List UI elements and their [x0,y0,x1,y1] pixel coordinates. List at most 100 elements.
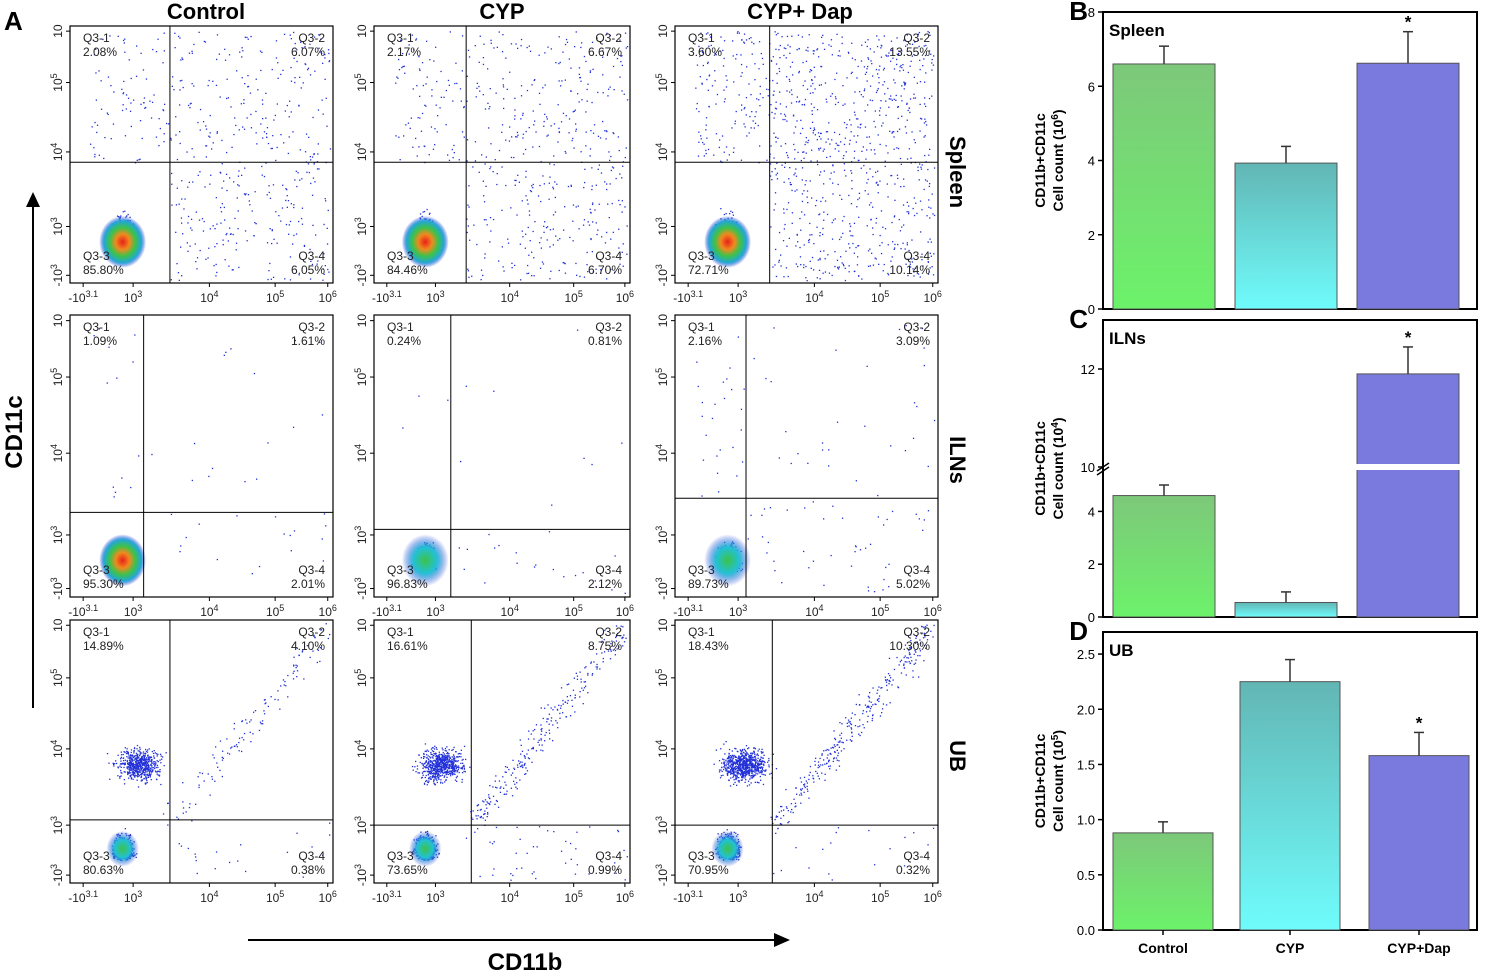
y-tick-label-exp: 3 [353,264,363,269]
event-dot [225,351,227,353]
event-dot [927,168,929,171]
event-dot [472,166,474,168]
event-dot [784,162,786,164]
event-dot [814,134,816,136]
x-tick-label-base: 10 [500,291,514,305]
event-dot [705,124,707,126]
event-dot [720,36,722,38]
event-dot [778,67,780,70]
event-dot [813,269,815,271]
event-dot [249,204,251,206]
event-dot [516,214,518,216]
event-dot [180,59,182,61]
event-dot [550,48,552,50]
event-dot [894,82,896,84]
event-dot [924,118,926,120]
event-dot [806,190,809,192]
event-dot [896,63,898,66]
event-dot [395,135,397,137]
event-dot [775,63,778,65]
event-dot [581,99,583,101]
event-dot [106,382,108,384]
event-dot [301,178,303,180]
event-dot [929,217,931,219]
event-dot [741,104,743,106]
event-dot [489,241,491,243]
event-dot [100,108,103,110]
quadrant-name-q3: Q3-3 [387,249,414,263]
y-tick-label: 10 [355,24,369,38]
x-tick-label: 106 [924,289,942,305]
event-dot [190,102,192,104]
event-dot [245,193,247,195]
event-dot [207,257,209,259]
event-dot [812,50,814,52]
event-dot [102,38,104,41]
event-dot [514,115,516,117]
event-dot [834,78,836,81]
event-dot [610,169,612,172]
event-dot [786,35,789,38]
event-dot [767,95,769,97]
event-dot [795,101,798,103]
quadrant-value-q2: 6.07% [291,45,325,59]
event-dot [878,39,880,41]
event-dot [564,263,566,265]
event-dot [787,156,789,159]
event-dot [522,133,525,135]
event-dot [837,101,839,104]
event-dot [749,115,751,118]
event-dot [896,130,899,133]
event-dot [867,250,870,252]
event-dot [553,123,556,125]
event-dot [882,226,884,228]
event-dot [780,265,782,267]
event-dot [430,126,433,128]
event-dot [843,163,845,165]
event-dot [895,99,897,101]
event-dot [613,89,615,91]
event-dot [809,260,811,262]
event-dot [617,136,619,138]
event-dot [878,110,881,112]
event-dot [775,101,777,103]
event-dot [919,200,922,202]
event-dot [463,136,465,138]
event-dot [903,88,905,90]
event-dot [621,64,623,67]
event-dot [585,111,587,113]
event-dot [771,111,773,114]
event-dot [838,144,840,147]
event-dot [816,49,818,51]
event-dot [247,75,249,77]
event-dot [585,60,587,63]
event-dot [502,84,504,86]
event-dot [918,31,921,34]
event-dot [151,101,154,103]
event-dot [933,253,935,255]
event-dot [779,44,781,47]
event-dot [905,45,907,47]
event-dot [596,233,598,236]
event-dot [171,172,173,175]
event-dot [197,174,199,176]
event-dot [323,223,325,226]
event-dot [230,106,232,108]
event-dot [766,88,768,90]
event-dot [610,268,612,271]
event-dot [779,57,781,59]
event-dot [881,125,883,127]
event-dot [758,99,760,101]
event-dot [857,65,859,68]
event-dot [415,39,417,41]
event-dot [496,173,498,175]
event-dot [876,45,879,48]
event-dot [525,130,527,133]
event-dot [828,272,831,274]
event-dot [856,206,858,208]
event-dot [850,203,853,205]
y-tick-label-base: 10 [355,222,369,236]
event-dot [783,228,785,230]
event-dot [820,65,822,68]
y-tick-label-exp: 4 [353,143,363,148]
